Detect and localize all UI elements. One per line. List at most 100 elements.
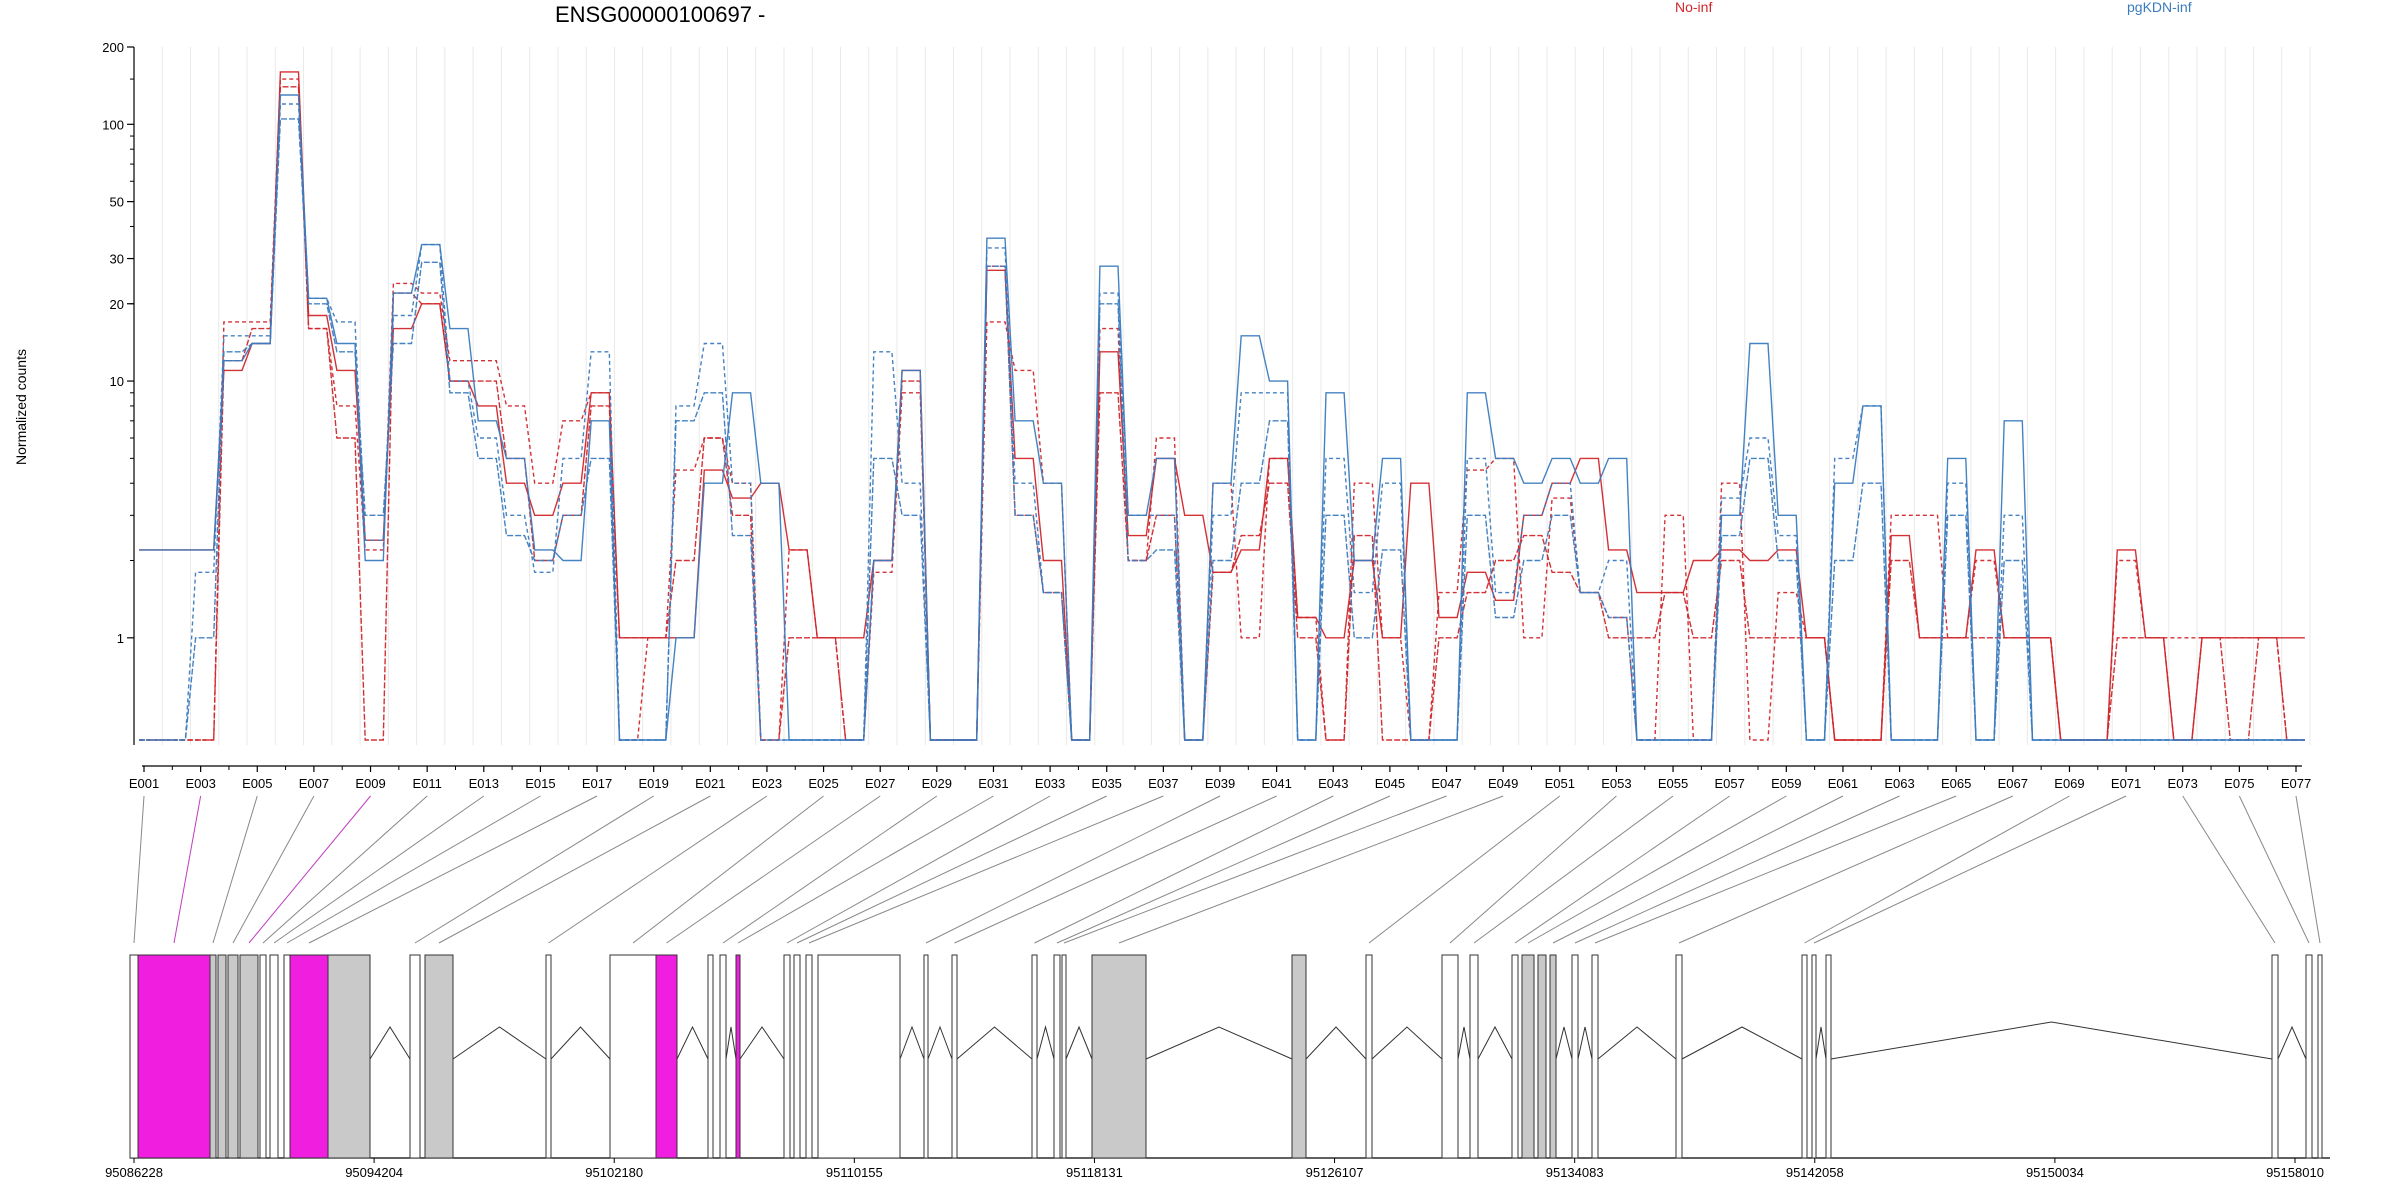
x-tick-label: E041 <box>1261 776 1291 791</box>
exon-connector <box>1574 795 1900 944</box>
intron-line <box>1577 1026 1593 1060</box>
exon-box <box>735 954 741 1159</box>
intron-line <box>1477 1025 1513 1060</box>
exon-box <box>283 954 291 1159</box>
exon-connector <box>414 795 654 944</box>
series-line <box>139 86 2305 741</box>
exon-connector <box>308 795 598 944</box>
x-tick-label: E023 <box>752 776 782 791</box>
exon-connector <box>212 795 258 944</box>
legend-pgkdn-inf: pgKDN-inf <box>2127 0 2192 15</box>
x-tick-label: E031 <box>978 776 1008 791</box>
exon-box <box>923 954 929 1159</box>
intron-line <box>369 1026 411 1060</box>
intron-line <box>550 1026 611 1060</box>
intron-line <box>1457 1026 1471 1060</box>
y-tick-label: 1 <box>117 631 124 646</box>
exon-connector <box>1118 795 1504 944</box>
exon-connector <box>438 795 711 944</box>
exon-connector <box>1527 795 1787 944</box>
exon-box <box>1511 954 1519 1159</box>
x-tick-label: E005 <box>242 776 272 791</box>
x-tick-label: E055 <box>1658 776 1688 791</box>
genomic-tick-label: 95158010 <box>2266 1165 2324 1180</box>
x-axis: E001 E003 E005 E007 E009 E011 E013 E015 E017 E019… <box>129 765 2311 791</box>
intron-line <box>2277 1025 2307 1060</box>
genomic-tick-label: 95134083 <box>1546 1165 1604 1180</box>
intron-line <box>676 1025 709 1060</box>
intron-line <box>452 1026 547 1060</box>
x-tick-label: E037 <box>1148 776 1178 791</box>
intron-line <box>1681 1026 1803 1060</box>
genomic-tick-label: 95126107 <box>1306 1165 1364 1180</box>
x-tick-label: E053 <box>1601 776 1631 791</box>
intron-line <box>1830 1021 2273 1060</box>
x-tick-label: E039 <box>1205 776 1235 791</box>
intron-line <box>1597 1026 1677 1060</box>
x-tick-label: E017 <box>582 776 612 791</box>
exon-box <box>289 954 329 1159</box>
exon-connector <box>1449 795 1617 944</box>
x-tick-label: E059 <box>1771 776 1801 791</box>
grid-lines <box>133 47 2311 745</box>
exon-box <box>1365 954 1373 1159</box>
exon-connector <box>954 795 1277 944</box>
x-tick-label: E045 <box>1375 776 1405 791</box>
exon-connector <box>1813 795 2127 944</box>
exon-box <box>1091 954 1147 1159</box>
exon-box <box>2317 954 2323 1159</box>
y-tick-label: 20 <box>110 297 124 312</box>
genomic-tick-label: 95142058 <box>1786 1165 1844 1180</box>
exon-connector <box>2238 795 2310 944</box>
exon-connector <box>808 795 1164 944</box>
gene-model <box>129 954 2330 1159</box>
y-axis: 1 10 20 30 50 100 200 <box>102 40 135 745</box>
genomic-tick-label: 95102180 <box>585 1165 643 1180</box>
intron-line <box>1145 1026 1293 1060</box>
exon-connector <box>722 795 938 944</box>
exon-connector <box>273 795 485 944</box>
exon-connector <box>925 795 1221 944</box>
genomic-tick-label: 95110155 <box>826 1165 883 1180</box>
y-tick-label: 10 <box>110 374 124 389</box>
exon-box <box>2305 954 2313 1159</box>
intron-line <box>956 1026 1033 1060</box>
exon-box <box>707 954 714 1159</box>
exon-connector <box>262 795 428 944</box>
x-tick-label: E019 <box>638 776 668 791</box>
exon-box <box>1591 954 1599 1159</box>
exon-connector <box>1056 795 1391 944</box>
exon-connector <box>796 795 1107 944</box>
genomic-tick-label: 95086228 <box>105 1165 163 1180</box>
exon-box <box>1675 954 1683 1159</box>
intron-line <box>927 1025 953 1060</box>
exon-connector <box>1552 795 1844 944</box>
exon-box <box>793 954 801 1159</box>
y-tick-label: 50 <box>110 195 124 210</box>
x-tick-label: E033 <box>1035 776 1065 791</box>
series-line <box>139 103 2305 741</box>
x-tick-label: E063 <box>1884 776 1914 791</box>
exon-box <box>217 954 227 1159</box>
x-tick-label: E077 <box>2281 776 2311 791</box>
exon-box <box>1291 954 1307 1159</box>
x-tick-label: E003 <box>185 776 215 791</box>
genomic-axis: 95086228 95094204 95102180 95110155 95118131… <box>105 1158 2324 1180</box>
x-tick-label: E057 <box>1714 776 1744 791</box>
exon-box <box>817 954 901 1159</box>
exon-box <box>805 954 813 1159</box>
exon-box <box>1031 954 1038 1159</box>
exon-box <box>2271 954 2279 1159</box>
genomic-tick-label: 95094204 <box>345 1165 403 1180</box>
series-line <box>139 78 2305 741</box>
exon-box <box>1811 954 1817 1159</box>
exon-box <box>409 954 421 1159</box>
exon-box <box>609 954 657 1159</box>
x-tick-label: E051 <box>1545 776 1575 791</box>
exon-connector <box>232 795 315 944</box>
exon-connector <box>286 795 541 944</box>
exon-box <box>1469 954 1479 1159</box>
x-tick-label: E007 <box>299 776 329 791</box>
x-tick-label: E013 <box>469 776 499 791</box>
